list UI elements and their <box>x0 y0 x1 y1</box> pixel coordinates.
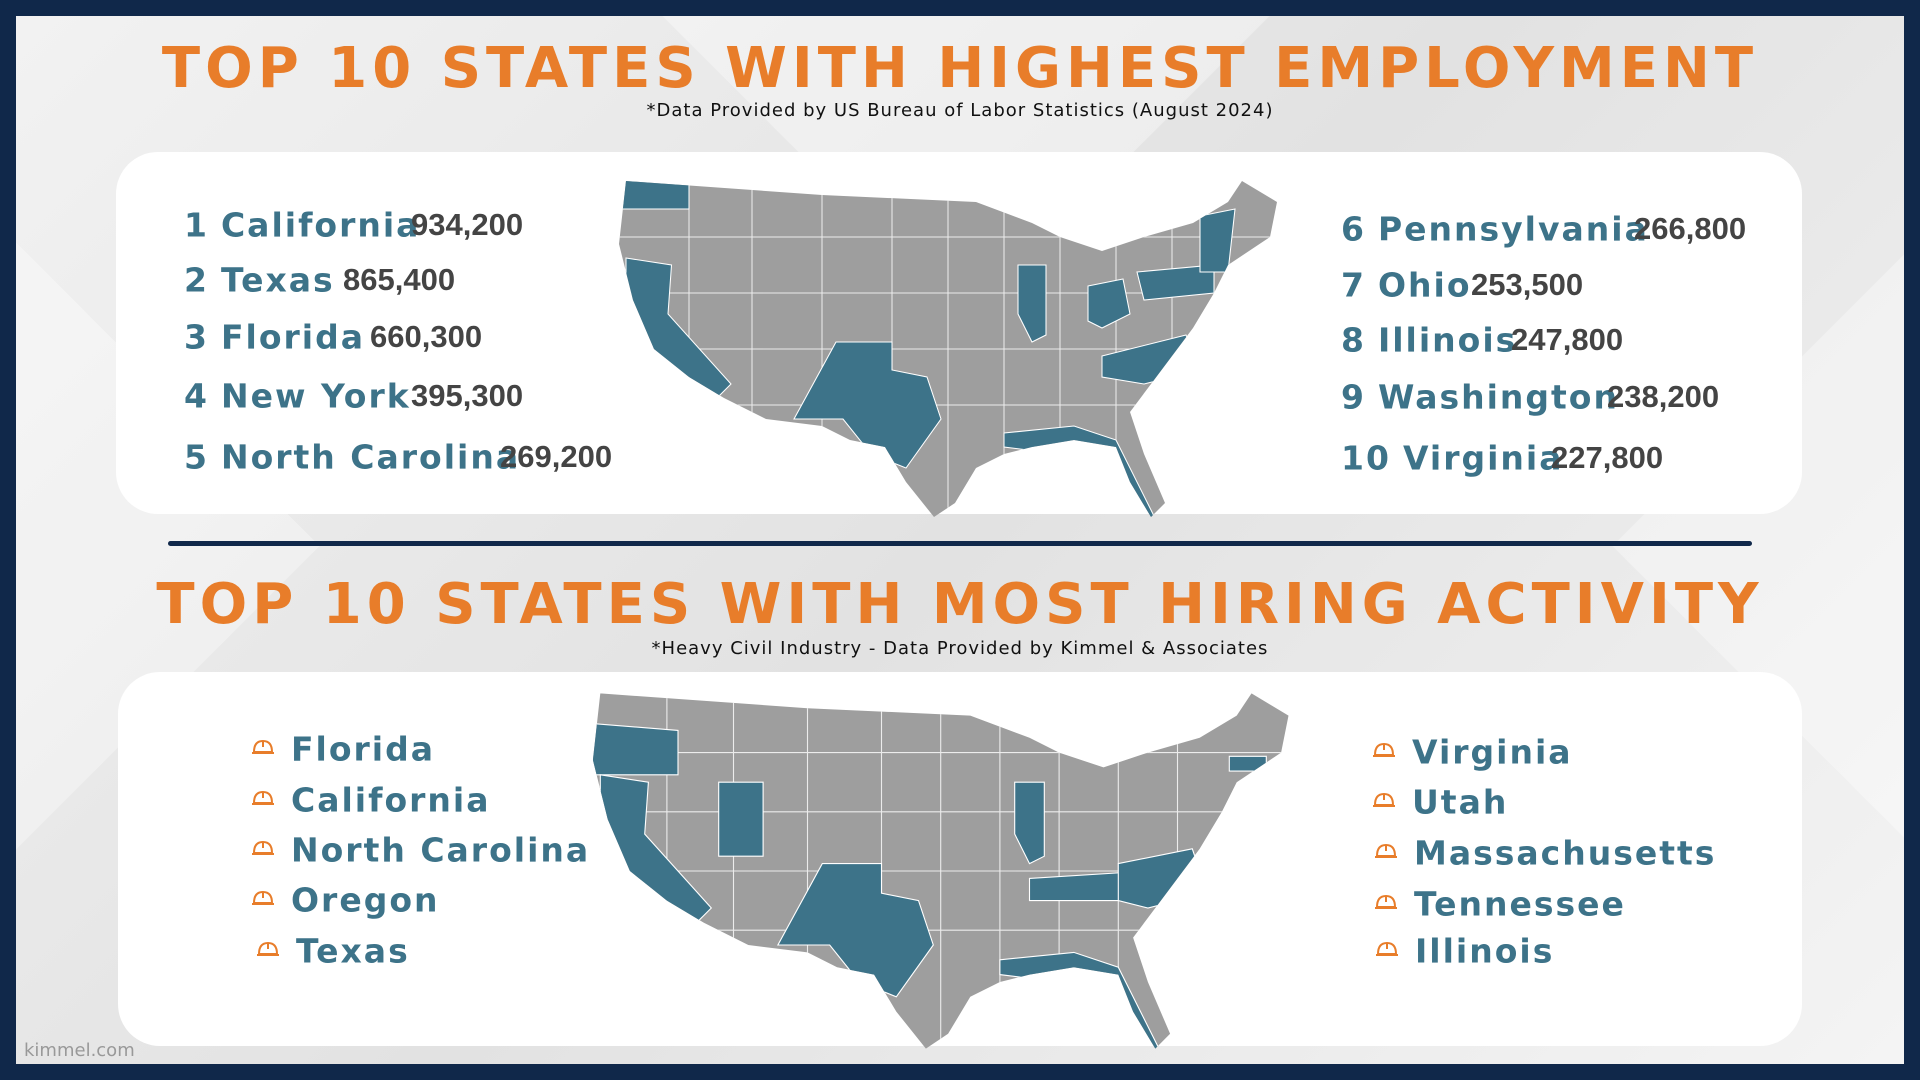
employment-value: 865,400 <box>343 262 456 297</box>
divider <box>168 541 1752 546</box>
frame: TOP 10 STATES WITH HIGHEST EMPLOYMENT *D… <box>16 16 1904 1064</box>
title: TOP 10 STATES WITH HIGHEST EMPLOYMENT <box>161 36 1759 101</box>
rank: 1 <box>184 205 209 245</box>
state-name: 6 Pennsylvania <box>1341 210 1649 249</box>
state: Washington <box>1377 377 1619 417</box>
rank: 7 <box>1341 265 1366 305</box>
state-name: Oregon <box>291 880 440 920</box>
rank: 8 <box>1341 320 1366 360</box>
hard-hat-icon <box>1374 841 1398 865</box>
state-name: Utah <box>1412 782 1509 822</box>
state-name: Illinois <box>1415 931 1555 971</box>
state: California <box>220 205 421 245</box>
state-name: 3 Florida <box>184 318 365 357</box>
hard-hat-icon <box>1372 740 1396 764</box>
employment-value: 238,200 <box>1607 379 1720 414</box>
state-name: Florida <box>291 729 436 769</box>
rank: 5 <box>184 437 209 477</box>
state-name: 1 California <box>184 206 420 245</box>
rank: 6 <box>1341 209 1366 249</box>
employment-value: 395,300 <box>411 378 524 413</box>
state-name: Virginia <box>1412 732 1573 772</box>
rank: 2 <box>184 260 209 300</box>
employment-value: 934,200 <box>411 207 524 242</box>
rank: 10 <box>1341 438 1391 478</box>
us-map <box>592 693 1289 1049</box>
state: North Carolina <box>220 437 521 477</box>
employment-value: 253,500 <box>1471 267 1584 302</box>
rank: 4 <box>184 376 209 416</box>
hard-hat-icon <box>251 788 275 812</box>
state: Virginia <box>1402 438 1564 478</box>
state: New York <box>220 376 411 416</box>
state-name: North Carolina <box>291 830 591 870</box>
source: *Data Provided by US Bureau of Labor Sta… <box>646 100 1274 121</box>
employment-value: 247,800 <box>1511 322 1624 357</box>
state-name: California <box>291 780 491 820</box>
hard-hat-icon <box>251 838 275 862</box>
state-name: 2 Texas <box>184 261 335 300</box>
state-name: 10 Virginia <box>1341 439 1564 478</box>
state-name: 4 New York <box>184 377 411 416</box>
hard-hat-icon <box>251 888 275 912</box>
state-name: 8 Illinois <box>1341 321 1517 360</box>
employment-value: 269,200 <box>500 439 613 474</box>
hard-hat-icon <box>1372 790 1396 814</box>
employment-value: 660,300 <box>370 319 483 354</box>
employment-value: 227,800 <box>1551 440 1664 475</box>
rank: 9 <box>1341 377 1366 417</box>
hard-hat-icon <box>251 737 275 761</box>
state-name: Tennessee <box>1414 884 1626 924</box>
state-name: Massachusetts <box>1414 833 1717 873</box>
state: Ohio <box>1377 265 1472 305</box>
state: Pennsylvania <box>1377 209 1649 249</box>
state-name: 7 Ohio <box>1341 266 1472 305</box>
state: Texas <box>220 260 335 300</box>
hard-hat-icon <box>256 939 280 963</box>
rank: 3 <box>184 317 209 357</box>
source: *Heavy Civil Industry - Data Provided by… <box>651 638 1269 659</box>
footer: kimmel.com <box>24 1040 135 1061</box>
state-name: 5 North Carolina <box>184 438 520 477</box>
state-name: 9 Washington <box>1341 378 1619 417</box>
us-map <box>619 181 1277 517</box>
title: TOP 10 STATES WITH MOST HIRING ACTIVITY <box>156 572 1764 637</box>
hard-hat-icon <box>1375 939 1399 963</box>
employment-value: 266,800 <box>1634 211 1747 246</box>
state: Illinois <box>1377 320 1518 360</box>
state: Florida <box>220 317 365 357</box>
state-name: Texas <box>296 931 410 971</box>
hard-hat-icon <box>1374 892 1398 916</box>
